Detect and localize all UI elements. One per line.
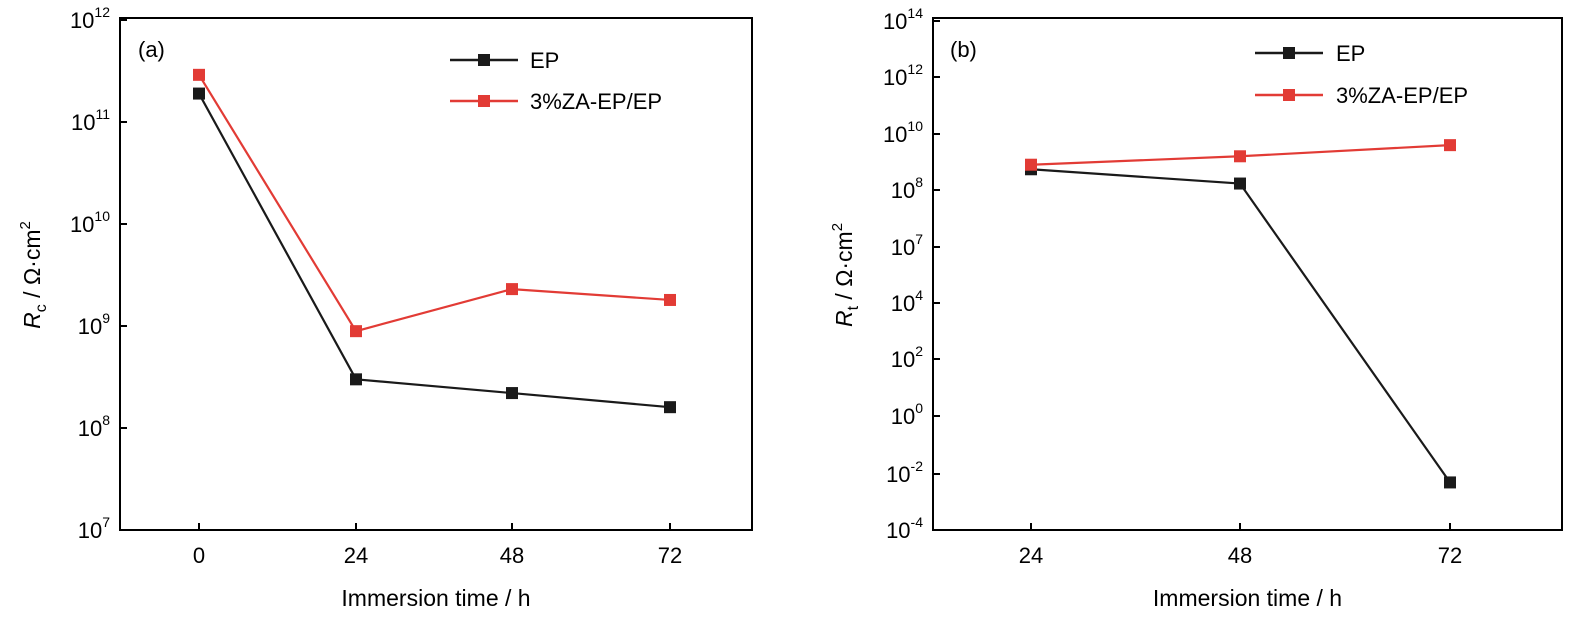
x-tick-label: 72 — [658, 543, 682, 568]
y-tick-label: 107 — [78, 514, 110, 543]
y-tick-label: 10-2 — [886, 458, 923, 487]
legend-marker — [478, 54, 490, 66]
panel-label: (b) — [950, 37, 977, 62]
legend-marker — [1283, 47, 1295, 59]
series-line — [198, 74, 671, 333]
y-axis-title: Rc / Ω·cm2 — [17, 221, 50, 329]
plot-frame — [932, 17, 1563, 531]
x-tick-label: 24 — [1019, 543, 1043, 568]
series-line — [1030, 168, 1451, 484]
legend-entry-za-ep: 3%ZA-EP/EP — [1255, 83, 1468, 108]
y-tick-label: 1010 — [70, 208, 110, 237]
y-tick-label: 1012 — [883, 61, 923, 90]
data-point-marker — [193, 68, 205, 81]
y-tick-label: 1010 — [883, 118, 923, 147]
data-point-marker — [664, 293, 676, 306]
data-point-marker — [1234, 150, 1246, 163]
legend-entry-ep: EP — [450, 48, 559, 73]
x-tick-label: 48 — [500, 543, 524, 568]
y-tick-label: 108 — [891, 174, 923, 203]
series-ep — [1025, 163, 1456, 489]
series-ep — [193, 87, 676, 414]
legend-label: EP — [530, 48, 559, 73]
data-point-marker — [664, 401, 676, 414]
data-point-marker — [506, 387, 518, 400]
chart-panel-a: 107 108 109 1010 1011 1012 0 24 48 72 Immersion ti… — [17, 4, 753, 611]
series-za-ep — [1025, 139, 1456, 171]
y-tick-label: 1012 — [70, 4, 110, 33]
plot-frame — [119, 17, 753, 531]
x-tick-label: 0 — [193, 543, 205, 568]
panel-label: (a) — [138, 37, 165, 62]
data-point-marker — [350, 373, 362, 386]
x-tick-label: 48 — [1228, 543, 1252, 568]
y-tick-label: 109 — [78, 310, 110, 339]
series-za-ep — [193, 68, 676, 338]
data-point-marker — [506, 283, 518, 296]
data-point-marker — [1025, 158, 1037, 171]
data-point-marker — [1234, 177, 1246, 190]
legend-label: 3%ZA-EP/EP — [530, 89, 662, 114]
y-tick-label: 10-4 — [886, 514, 923, 543]
legend-label: EP — [1336, 41, 1365, 66]
data-point-marker — [1444, 139, 1456, 152]
y-tick-label: 104 — [891, 287, 923, 316]
chart-panel-b: 10-4 10-2 100 102 104 107 108 1010 1012 1014 24 48 7… — [829, 5, 1563, 611]
y-tick-label: 107 — [891, 231, 923, 260]
x-tick-label: 24 — [344, 543, 368, 568]
legend-entry-za-ep: 3%ZA-EP/EP — [450, 89, 662, 114]
x-tick-label: 72 — [1438, 543, 1462, 568]
legend-marker — [478, 95, 490, 107]
series-line — [198, 93, 671, 409]
x-axis-title: Immersion time / h — [341, 585, 530, 611]
legend-marker — [1283, 89, 1295, 101]
legend-entry-ep: EP — [1255, 41, 1365, 66]
y-tick-label: 1014 — [883, 5, 923, 34]
y-tick-label: 108 — [78, 412, 110, 441]
y-tick-label: 102 — [891, 343, 923, 372]
x-axis-title: Immersion time / h — [1153, 585, 1342, 611]
y-tick-label: 100 — [891, 400, 923, 429]
data-point-marker — [193, 87, 205, 100]
legend-label: 3%ZA-EP/EP — [1336, 83, 1468, 108]
y-tick-label: 1011 — [71, 106, 110, 135]
y-axis-title: Rt / Ω·cm2 — [829, 223, 862, 327]
data-point-marker — [350, 325, 362, 338]
data-point-marker — [1444, 476, 1456, 489]
